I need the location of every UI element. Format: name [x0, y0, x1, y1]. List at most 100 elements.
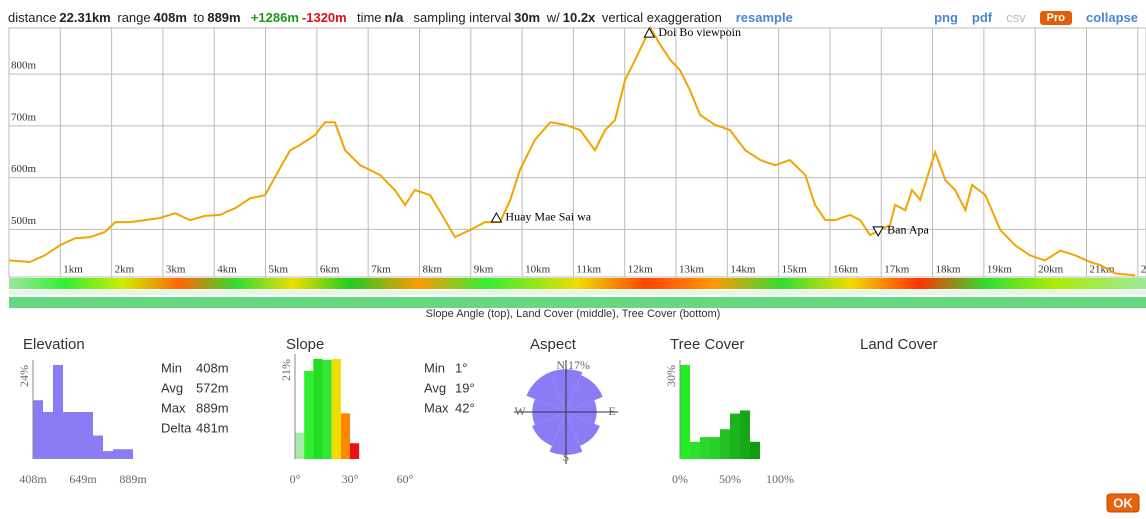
- bar: [710, 437, 720, 459]
- tree-cover-strip: [9, 297, 1146, 308]
- x-tick-label: 21km: [1089, 264, 1115, 276]
- stat-label: Min: [424, 360, 445, 375]
- x-tick-label: 20km: [1038, 264, 1064, 276]
- stat-label: Max: [161, 400, 186, 415]
- x-tick-label: 14km: [730, 264, 756, 276]
- stat-value: 19°: [455, 380, 475, 395]
- y-tick-label: 500m: [11, 215, 37, 227]
- land-cover-strip: [9, 290, 1146, 295]
- stat-value: 572m: [196, 380, 229, 395]
- direction-label: W: [514, 404, 526, 418]
- x-tick-label: 4km: [217, 264, 237, 276]
- x-tick-label: 1km: [63, 264, 83, 276]
- stat-value: 481m: [196, 420, 229, 435]
- x-tick-label: 11km: [576, 264, 601, 276]
- x-tick-label: 408m: [19, 472, 47, 486]
- bar: [53, 365, 63, 459]
- bar: [63, 412, 73, 459]
- csv-button[interactable]: csv: [1006, 10, 1026, 25]
- ok-label[interactable]: OK: [1113, 495, 1133, 510]
- y-tick-label: 600m: [11, 163, 37, 175]
- bar: [295, 432, 305, 459]
- x-tick-label: 2km: [115, 264, 135, 276]
- x-tick-label: 3km: [166, 264, 186, 276]
- stat-label: Min: [161, 360, 182, 375]
- slope-strip: [9, 278, 1146, 289]
- bar: [103, 451, 113, 459]
- waypoint-marker: [872, 226, 885, 237]
- bar: [93, 435, 103, 459]
- stat-value: 1°: [455, 360, 467, 375]
- label: vertical exaggeration: [601, 10, 722, 25]
- toolbar-buttons: png pdf csv Pro collapse: [934, 10, 1138, 25]
- value: 10.2x: [562, 10, 596, 25]
- pdf-button[interactable]: pdf: [971, 10, 993, 25]
- x-tick-label: 100%: [766, 472, 794, 486]
- x-tick-label: 8km: [422, 264, 442, 276]
- rose-wedge: [566, 375, 603, 412]
- y-tick-label: 700m: [11, 111, 37, 123]
- stat-label: Max: [424, 400, 449, 415]
- stat-value: 42°: [455, 400, 475, 415]
- x-tick-label: 9km: [474, 264, 494, 276]
- x-tick-label: 0°: [290, 472, 301, 486]
- label: w/: [546, 10, 560, 25]
- direction-label: E: [608, 404, 615, 418]
- label: to: [193, 10, 205, 25]
- gain: +1286m: [250, 10, 299, 25]
- x-tick-label: 17km: [884, 264, 910, 276]
- x-tick-label: 10km: [525, 264, 551, 276]
- bar: [73, 412, 83, 459]
- bar: [350, 443, 360, 459]
- y-tick-label: 24%: [17, 365, 31, 387]
- resample-link[interactable]: resample: [735, 10, 793, 25]
- panel-title: Slope: [286, 336, 324, 353]
- stat-label: Avg: [161, 380, 183, 395]
- x-tick-label: 13km: [679, 264, 705, 276]
- bar: [322, 359, 332, 459]
- ok-button[interactable]: [1106, 493, 1140, 513]
- pro-button[interactable]: Pro: [1039, 10, 1072, 25]
- label: time: [356, 10, 382, 25]
- label: distance: [8, 10, 57, 25]
- y-tick-label: 30%: [664, 365, 678, 387]
- bar: [331, 359, 341, 459]
- elevation-line: [8, 25, 1136, 277]
- waypoint-marker: [490, 211, 503, 223]
- value: 22.31km: [59, 10, 111, 25]
- bar: [720, 429, 730, 459]
- stat-label: Delta: [161, 420, 192, 435]
- png-button[interactable]: png: [934, 10, 958, 25]
- value: 889m: [207, 10, 241, 25]
- x-tick-label: 649m: [69, 472, 97, 486]
- waypoint-label: Doi Bo viewpoin: [658, 25, 741, 39]
- bar: [123, 449, 133, 459]
- x-tick-label: 16km: [833, 264, 859, 276]
- strip-caption: Slope Angle (top), Land Cover (middle), …: [426, 308, 721, 320]
- bar: [43, 412, 53, 459]
- x-tick-label: 30°: [342, 472, 359, 486]
- x-tick-label: 15km: [782, 264, 808, 276]
- toolbar: distance 22.31km range 408m to 889m +1286m -…: [8, 10, 796, 25]
- collapse-button[interactable]: collapse: [1085, 10, 1138, 25]
- bar: [33, 400, 43, 459]
- value: 408m: [153, 10, 187, 25]
- bar: [680, 365, 690, 459]
- bar: [113, 449, 123, 459]
- x-tick-label: 6km: [320, 264, 340, 276]
- plot-frame: [8, 27, 1146, 278]
- x-tick-label: 50%: [719, 472, 741, 486]
- bar: [690, 441, 700, 459]
- bar: [304, 370, 314, 459]
- bar: [730, 413, 740, 459]
- waypoint-marker: [643, 27, 656, 38]
- bar: [83, 412, 93, 459]
- stat-label: Avg: [424, 380, 446, 395]
- loss: -1320m: [301, 10, 347, 25]
- waypoint-label: Huay Mae Sai wa: [505, 210, 591, 224]
- x-tick-label: 889m: [119, 472, 147, 486]
- direction-label: S: [563, 450, 570, 464]
- rose-wedge: [532, 412, 566, 446]
